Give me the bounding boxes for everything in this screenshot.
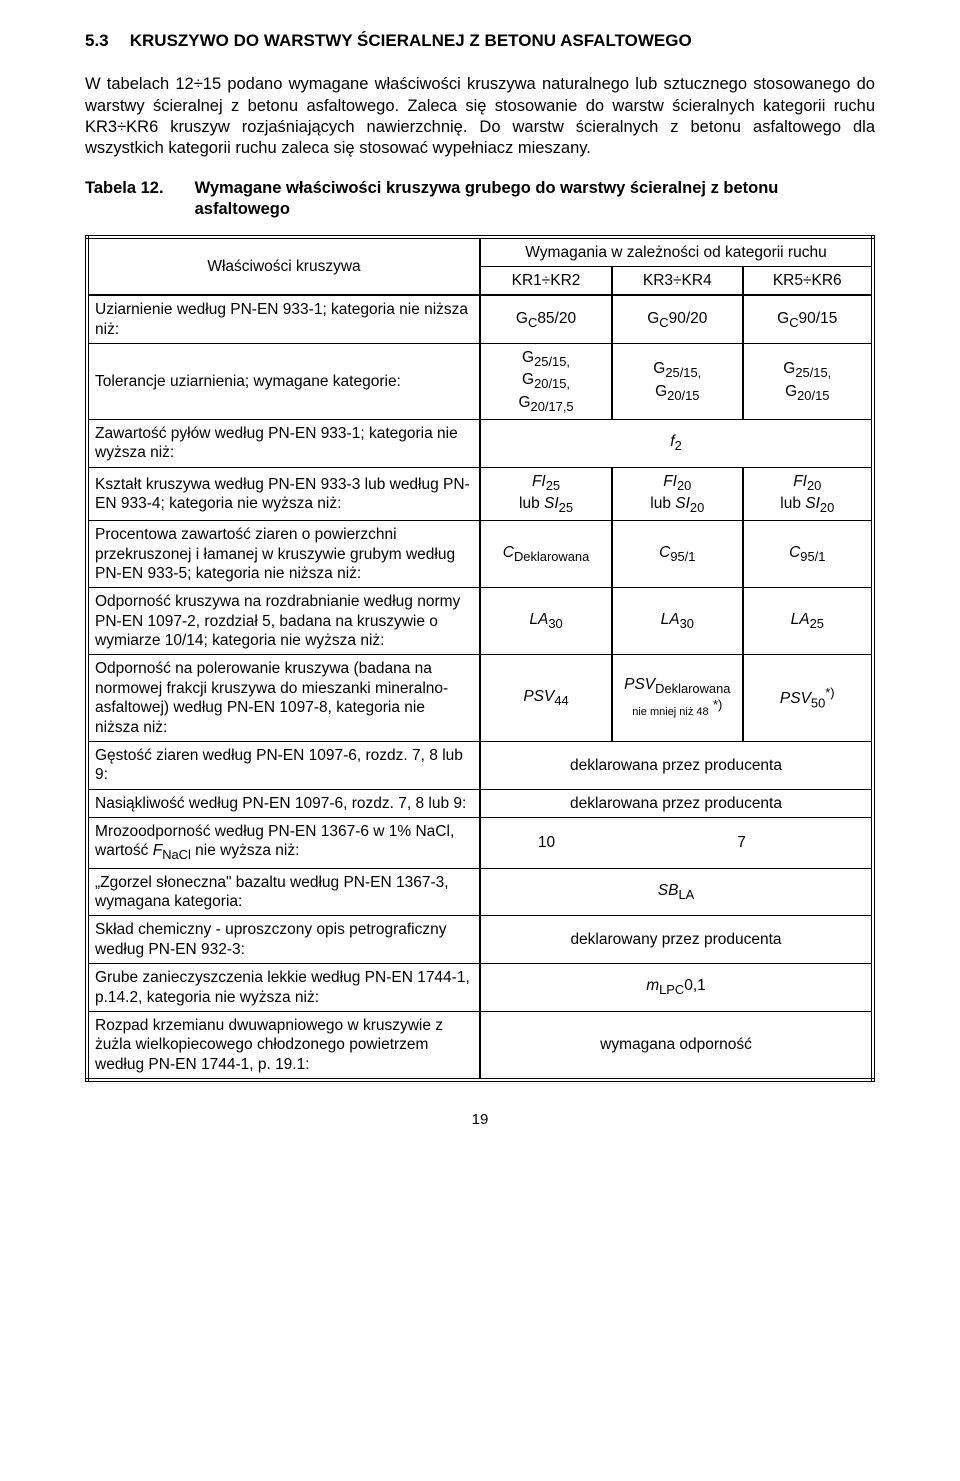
header-col1: Właściwości kruszywa [87, 237, 480, 296]
value-cell: PSV44 [480, 655, 612, 742]
section-title: KRUSZYWO DO WARSTWY ŚCIERALNEJ Z BETONU … [130, 31, 692, 50]
value-cell: SBLA [480, 868, 873, 916]
property-cell: Grube zanieczyszczenia lekkie według PN-… [87, 964, 480, 1012]
value-cell: LA30 [480, 588, 612, 655]
value-cell: PSVDeklarowananie mniej niż 48 *) [612, 655, 742, 742]
value-cell: LA30 [612, 588, 742, 655]
value-cell: LA25 [743, 588, 873, 655]
value-cell: C95/1 [743, 521, 873, 588]
table-title-text: Wymagane właściwości kruszywa grubego do… [195, 178, 875, 221]
property-cell: Gęstość ziaren według PN-EN 1097-6, rozd… [87, 741, 480, 789]
value-cell: GC85/20 [480, 295, 612, 343]
value-cell: deklarowana przez producenta [480, 789, 873, 817]
value-cell: FI20lub SI20 [612, 467, 742, 520]
value-cell: f2 [480, 419, 873, 467]
paragraph-1: W tabelach 12÷15 podano wymagane właściw… [85, 74, 875, 160]
property-cell: Odporność kruszywa na rozdrabnianie wedł… [87, 588, 480, 655]
value-cell: PSV50*) [743, 655, 873, 742]
value-cell: G25/15,G20/15,G20/17,5 [480, 344, 612, 420]
spec-table: Właściwości kruszywa Wymagania w zależno… [85, 235, 875, 1082]
property-cell: Mrozoodporność według PN-EN 1367-6 w 1% … [87, 818, 480, 869]
property-cell: Uziarnienie według PN-EN 933-1; kategori… [87, 295, 480, 343]
value-cell: GC90/15 [743, 295, 873, 343]
value-cell: 7 [612, 818, 873, 869]
section-number: 5.3 [85, 30, 125, 52]
value-cell: GC90/20 [612, 295, 742, 343]
table-title: Tabela 12. Wymagane właściwości kruszywa… [85, 178, 875, 221]
table-label: Tabela 12. [85, 178, 190, 199]
value-cell: mLPC0,1 [480, 964, 873, 1012]
property-cell: Kształt kruszywa według PN-EN 933-3 lub … [87, 467, 480, 520]
value-cell: CDeklarowana [480, 521, 612, 588]
value-cell: G25/15,G20/15 [743, 344, 873, 420]
property-cell: Rozpad krzemianu dwuwapniowego w kruszyw… [87, 1011, 480, 1080]
header-c2: KR3÷KR4 [612, 267, 742, 296]
value-cell: FI20lub SI20 [743, 467, 873, 520]
property-cell: Procentowa zawartość ziaren o powierzchn… [87, 521, 480, 588]
header-topline: Wymagania w zależności od kategorii ruch… [480, 237, 873, 267]
section-heading: 5.3 KRUSZYWO DO WARSTWY ŚCIERALNEJ Z BET… [85, 30, 875, 52]
property-cell: „Zgorzel słoneczna" bazaltu według PN-EN… [87, 868, 480, 916]
value-cell: G25/15,G20/15 [612, 344, 742, 420]
page-number: 19 [85, 1110, 875, 1130]
header-c3: KR5÷KR6 [743, 267, 873, 296]
value-cell: deklarowana przez producenta [480, 741, 873, 789]
property-cell: Skład chemiczny - uproszczony opis petro… [87, 916, 480, 964]
property-cell: Nasiąkliwość według PN-EN 1097-6, rozdz.… [87, 789, 480, 817]
value-cell: 10 [480, 818, 612, 869]
value-cell: FI25lub SI25 [480, 467, 612, 520]
property-cell: Zawartość pyłów według PN-EN 933-1; kate… [87, 419, 480, 467]
value-cell: deklarowany przez producenta [480, 916, 873, 964]
header-c1: KR1÷KR2 [480, 267, 612, 296]
property-cell: Tolerancje uziarnienia; wymagane kategor… [87, 344, 480, 420]
value-cell: wymagana odporność [480, 1011, 873, 1080]
value-cell: C95/1 [612, 521, 742, 588]
property-cell: Odporność na polerowanie kruszywa (badan… [87, 655, 480, 742]
